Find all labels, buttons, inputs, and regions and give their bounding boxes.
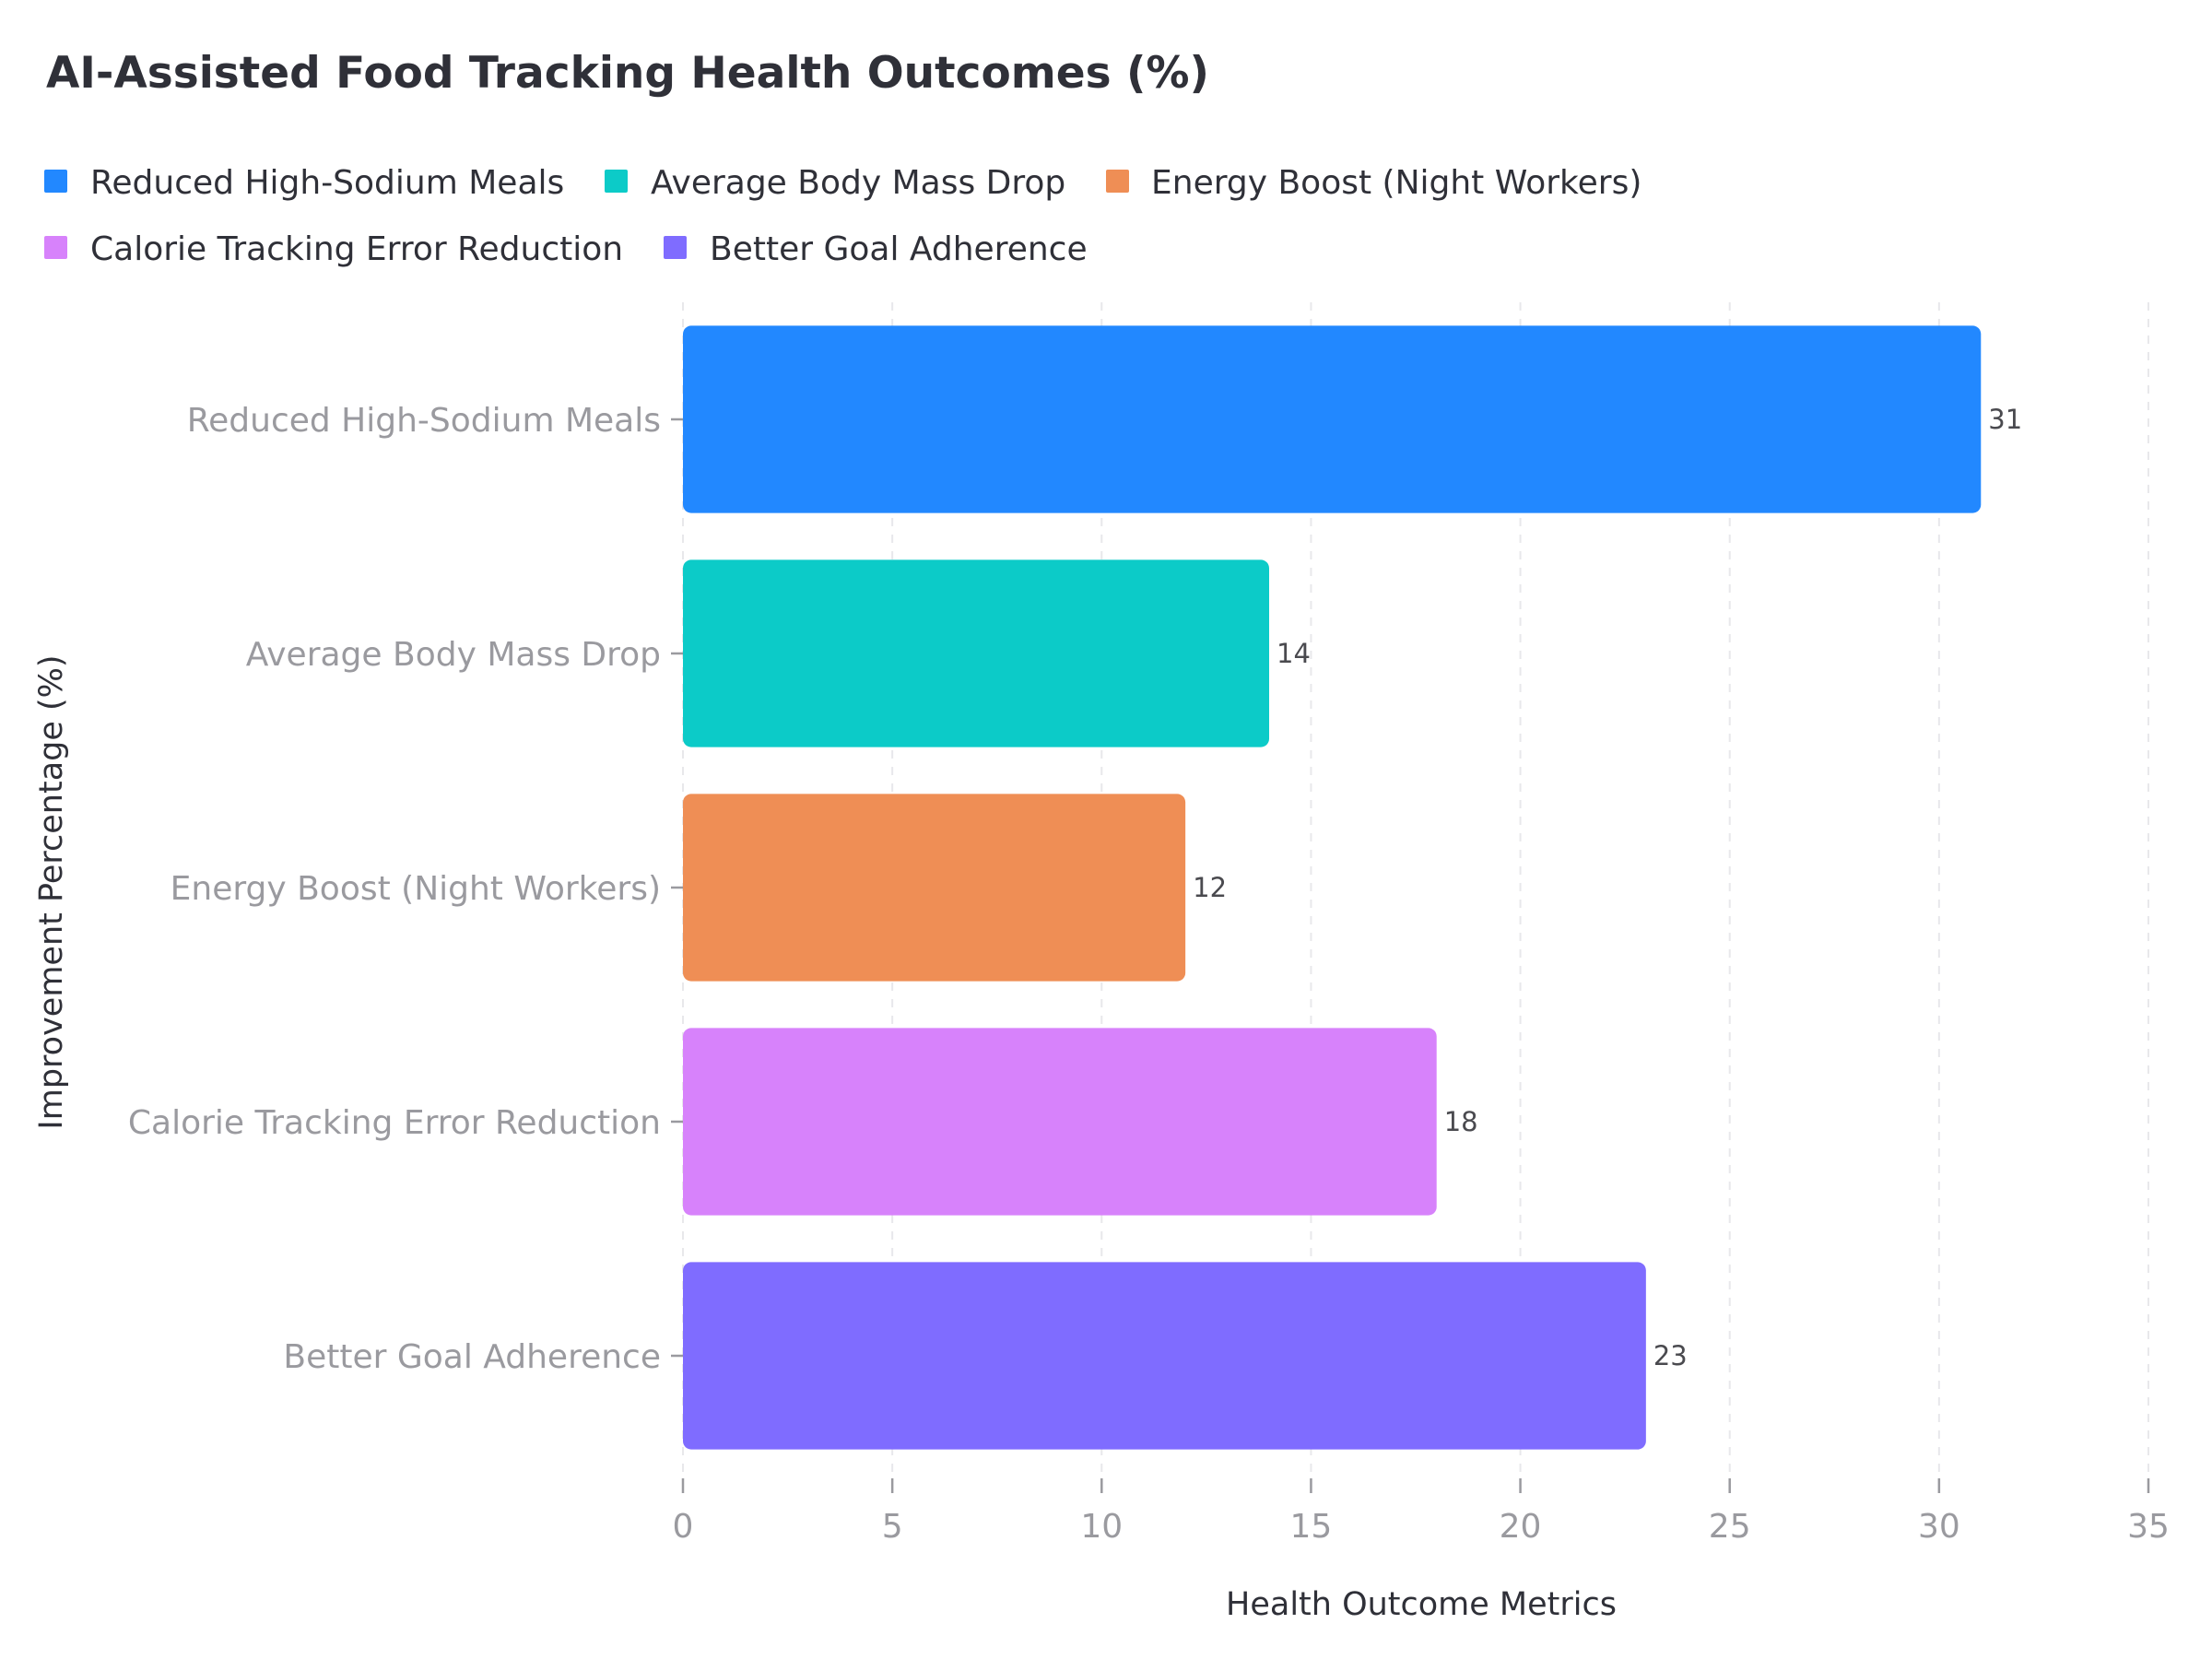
- legend-swatch: [44, 170, 67, 193]
- legend: Reduced High-Sodium Meals Average Body M…: [44, 164, 1641, 268]
- bar: [683, 559, 1269, 747]
- x-tick-label: 0: [673, 1508, 694, 1546]
- legend-swatch: [44, 236, 67, 259]
- legend-swatch: [664, 236, 687, 259]
- legend-swatch: [1106, 170, 1129, 193]
- legend-label: Better Goal Adherence: [710, 230, 1088, 268]
- x-tick-label: 20: [1500, 1508, 1542, 1546]
- category-label: Calorie Tracking Error Reduction: [128, 1104, 661, 1142]
- legend-swatch: [605, 170, 628, 193]
- category-label: Better Goal Adherence: [283, 1338, 661, 1376]
- x-axis-title: Health Outcome Metrics: [1226, 1586, 1617, 1623]
- bar: [683, 325, 1982, 513]
- value-label: 18: [1444, 1106, 1478, 1137]
- y-axis-title: Improvement Percentage (%): [33, 654, 70, 1129]
- legend-item[interactable]: Reduced High-Sodium Meals: [44, 164, 564, 202]
- x-tick-label: 30: [1918, 1508, 1960, 1546]
- x-tick-label: 15: [1290, 1508, 1333, 1546]
- x-tick-label: 35: [2127, 1508, 2170, 1546]
- bar: [683, 1262, 1646, 1450]
- legend-item[interactable]: Average Body Mass Drop: [605, 164, 1065, 202]
- legend-label: Calorie Tracking Error Reduction: [90, 230, 623, 268]
- value-label: 12: [1193, 872, 1227, 903]
- x-tick-label: 10: [1080, 1508, 1123, 1546]
- category-label: Reduced High-Sodium Meals: [187, 402, 661, 440]
- bar: [683, 1028, 1437, 1216]
- bar: [683, 794, 1186, 982]
- plot-area: 0 5 10 15 20 25 30 35 Reduced High-Sodium Meals 3…: [128, 302, 2170, 1546]
- value-label: 31: [1988, 404, 2022, 435]
- x-tick-label: 25: [1709, 1508, 1751, 1546]
- x-tick-label: 5: [882, 1508, 903, 1546]
- category-label: Average Body Mass Drop: [246, 636, 661, 674]
- value-label: 23: [1653, 1340, 1688, 1371]
- legend-label: Reduced High-Sodium Meals: [90, 164, 564, 202]
- legend-item[interactable]: Better Goal Adherence: [664, 230, 1088, 268]
- category-label: Energy Boost (Night Workers): [171, 870, 661, 908]
- legend-label: Average Body Mass Drop: [651, 164, 1065, 202]
- value-label: 14: [1277, 638, 1311, 669]
- legend-item[interactable]: Energy Boost (Night Workers): [1106, 164, 1641, 202]
- legend-item[interactable]: Calorie Tracking Error Reduction: [44, 230, 623, 268]
- legend-label: Energy Boost (Night Workers): [1151, 164, 1641, 202]
- chart-title: AI-Assisted Food Tracking Health Outcome…: [46, 48, 1209, 99]
